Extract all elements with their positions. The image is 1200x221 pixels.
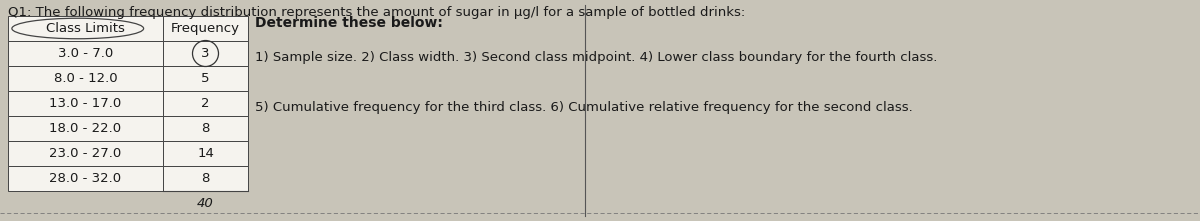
Text: 8: 8 [202,172,210,185]
Bar [8,41,163,66]
Text: 28.0 - 32.0: 28.0 - 32.0 [49,172,121,185]
Bar [8,66,163,91]
Text: 8.0 - 12.0: 8.0 - 12.0 [54,72,118,85]
Text: 40: 40 [197,197,214,210]
Text: 18.0 - 22.0: 18.0 - 22.0 [49,122,121,135]
Bar [163,141,248,166]
Bar [8,141,163,166]
Text: Class Limits: Class Limits [46,22,125,35]
Text: 3: 3 [202,47,210,60]
Text: Frequency: Frequency [172,22,240,35]
Text: 14: 14 [197,147,214,160]
Text: 1) Sample size. 2) Class width. 3) Second class midpoint. 4) Lower class boundar: 1) Sample size. 2) Class width. 3) Secon… [254,51,937,64]
Bar [163,16,248,41]
Text: 2: 2 [202,97,210,110]
Bar [163,91,248,116]
Bar [163,66,248,91]
Bar [163,41,248,66]
Bar [8,16,163,41]
Text: 13.0 - 17.0: 13.0 - 17.0 [49,97,121,110]
Bar [8,166,163,191]
Bar [8,91,163,116]
Text: 23.0 - 27.0: 23.0 - 27.0 [49,147,121,160]
Text: 5) Cumulative frequency for the third class. 6) Cumulative relative frequency fo: 5) Cumulative frequency for the third cl… [254,101,913,114]
Bar [8,116,163,141]
Text: Q1: The following frequency distribution represents the amount of sugar in µg/l : Q1: The following frequency distribution… [8,6,745,19]
Bar [163,166,248,191]
Text: Determine these below:: Determine these below: [254,16,443,30]
Text: 3.0 - 7.0: 3.0 - 7.0 [58,47,113,60]
Bar [163,116,248,141]
Text: 5: 5 [202,72,210,85]
Text: 8: 8 [202,122,210,135]
